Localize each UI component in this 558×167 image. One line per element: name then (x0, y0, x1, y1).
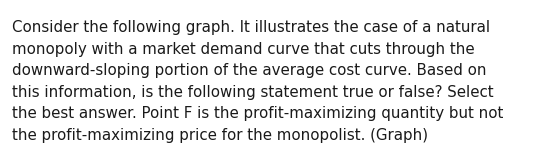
Text: Consider the following graph. It illustrates the case of a natural
monopoly with: Consider the following graph. It illustr… (12, 20, 504, 143)
